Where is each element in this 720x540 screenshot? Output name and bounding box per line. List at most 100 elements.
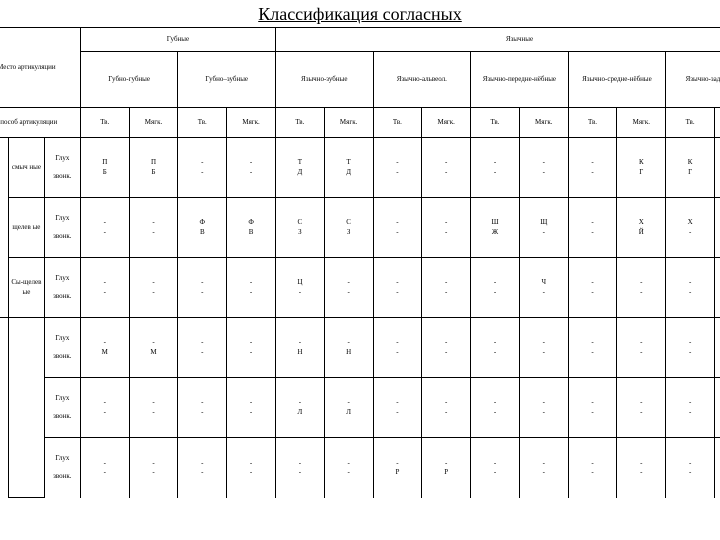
cell: ТД [275, 138, 324, 198]
cell: Ч- [519, 258, 568, 318]
cell: -- [422, 378, 471, 438]
cell: -- [666, 258, 715, 318]
cell: -Р [373, 438, 422, 498]
hdr-linguopostpalatal: Язычно-задне-нёбн [666, 52, 720, 108]
cell: КГ [666, 138, 715, 198]
cell: -- [324, 258, 373, 318]
cell: -- [129, 258, 178, 318]
cell: СЗ [275, 198, 324, 258]
cell: -Н [275, 318, 324, 378]
hdr-method: Способ артикуляции [0, 108, 80, 138]
hdr-labiolabial: Губно-губные [80, 52, 178, 108]
cell: -- [129, 198, 178, 258]
cell: - [715, 318, 720, 378]
cell: КГ [617, 138, 666, 198]
cell: -- [666, 318, 715, 378]
hdr-hard: Тв. [80, 108, 129, 138]
cell: - [715, 258, 720, 318]
cell: -- [422, 138, 471, 198]
row-voicing: Глухзвонк. [44, 138, 80, 198]
cell: -- [227, 438, 276, 498]
cell: -- [373, 198, 422, 258]
cell: -- [80, 258, 129, 318]
hdr-soft: Мягк. [715, 108, 720, 138]
cell: -- [568, 318, 617, 378]
cell: -Н [324, 318, 373, 378]
cell: -- [373, 378, 422, 438]
row-sonor: рные [0, 318, 8, 498]
cell: - [715, 198, 720, 258]
cell: -- [275, 438, 324, 498]
row-fric: щелев ые [8, 198, 44, 258]
row-stop: смыч ные [8, 138, 44, 198]
cell: ФВ [227, 198, 276, 258]
cell: -- [324, 438, 373, 498]
hdr-hard: Тв. [373, 108, 422, 138]
cell: -Л [275, 378, 324, 438]
hdr-hard: Тв. [568, 108, 617, 138]
cell: -- [178, 318, 227, 378]
cell: -- [178, 378, 227, 438]
consonants-table: Место артикуляции Губные Язычные Губно-г… [0, 27, 720, 498]
cell: -- [178, 138, 227, 198]
page-title: Классификация согласных [0, 0, 720, 27]
row-voicing: Глухзвонк. [44, 318, 80, 378]
cell: -- [666, 438, 715, 498]
cell: ПБ [80, 138, 129, 198]
cell: -- [568, 378, 617, 438]
cell: -- [178, 438, 227, 498]
cell: -- [519, 378, 568, 438]
hdr-soft: Мягк. [519, 108, 568, 138]
cell: -- [568, 198, 617, 258]
cell: СЗ [324, 198, 373, 258]
hdr-linguoantpalatal: Язычно-передне-нёбные [471, 52, 569, 108]
cell: -- [80, 378, 129, 438]
cell: -- [422, 318, 471, 378]
cell: - [715, 438, 720, 498]
hdr-soft: Мягк. [617, 108, 666, 138]
hdr-linguoalveolar: Язычно-альвеол. [373, 52, 471, 108]
cell: ПБ [129, 138, 178, 198]
hdr-hard: Тв. [666, 108, 715, 138]
hdr-labial: Губные [80, 28, 275, 52]
cell: -- [519, 318, 568, 378]
cell: -- [568, 138, 617, 198]
cell: ТД [324, 138, 373, 198]
cell: -- [129, 438, 178, 498]
cell: ФВ [178, 198, 227, 258]
cell: -- [471, 258, 520, 318]
cell: -- [471, 378, 520, 438]
cell: -- [227, 318, 276, 378]
cell: -- [422, 258, 471, 318]
hdr-soft: Мягк. [227, 108, 276, 138]
cell: -- [373, 258, 422, 318]
cell: -- [422, 198, 471, 258]
cell: -М [80, 318, 129, 378]
cell: -- [471, 138, 520, 198]
cell: ХЙ [617, 198, 666, 258]
cell: - [715, 378, 720, 438]
cell: - [715, 138, 720, 198]
cell: -- [617, 438, 666, 498]
hdr-hard: Тв. [178, 108, 227, 138]
row-voicing: Глухзвонк. [44, 258, 80, 318]
row-voicing: Глухзвонк. [44, 438, 80, 498]
cell: -- [178, 258, 227, 318]
cell: -- [617, 318, 666, 378]
cell: -- [617, 258, 666, 318]
row-affr: Сы-щелев ые [8, 258, 44, 318]
cell: -Р [422, 438, 471, 498]
cell: -- [227, 378, 276, 438]
cell: -- [568, 438, 617, 498]
cell: -- [373, 138, 422, 198]
row-voicing: Глухзвонк. [44, 378, 80, 438]
row-noisy: умные [0, 138, 8, 318]
cell: -- [80, 438, 129, 498]
cell: -- [617, 378, 666, 438]
hdr-hard: Тв. [471, 108, 520, 138]
cell: -- [80, 198, 129, 258]
cell: -- [227, 258, 276, 318]
cell: -- [519, 138, 568, 198]
cell: -Л [324, 378, 373, 438]
cell: -- [568, 258, 617, 318]
